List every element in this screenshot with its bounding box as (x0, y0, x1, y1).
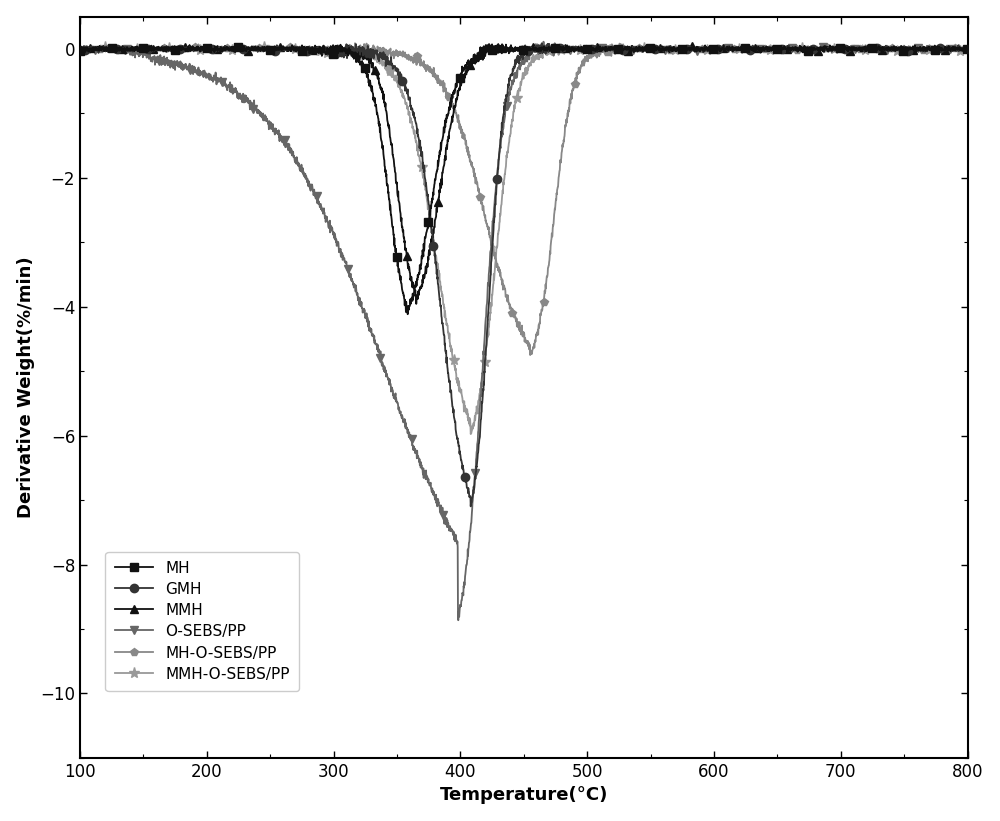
MH (402, 310, 414, 319)
O-SEBS/PP (453, 612, 465, 621)
MMH-O-SEBS/PP (228, 46, 240, 56)
MH (74, 46, 86, 56)
O-SEBS/PP (228, 86, 240, 96)
MH (962, 44, 974, 54)
MMH (74, 43, 86, 53)
O-SEBS/PP (538, 37, 550, 47)
GMH (962, 45, 974, 55)
MMH-O-SEBS/PP (175, 44, 187, 54)
MH-O-SEBS/PP (849, 44, 861, 54)
GMH (228, 44, 240, 54)
GMH (945, 42, 957, 52)
MMH-O-SEBS/PP (945, 46, 957, 56)
MMH-O-SEBS/PP (465, 429, 477, 439)
GMH (175, 42, 187, 52)
MH-O-SEBS/PP (175, 43, 187, 53)
GMH (74, 44, 86, 53)
MMH (849, 43, 861, 53)
MH-O-SEBS/PP (74, 43, 86, 53)
MMH (228, 43, 240, 53)
MMH (453, 84, 465, 94)
MMH (415, 283, 427, 293)
MH (228, 44, 240, 53)
MH (945, 45, 957, 55)
Legend: MH, GMH, MMH, O-SEBS/PP, MH-O-SEBS/PP, MMH-O-SEBS/PP: MH, GMH, MMH, O-SEBS/PP, MH-O-SEBS/PP, M… (105, 552, 299, 691)
O-SEBS/PP (945, 45, 957, 55)
O-SEBS/PP (175, 64, 187, 74)
MMH-O-SEBS/PP (849, 45, 861, 55)
Line: MH: MH (76, 40, 972, 319)
MMH-O-SEBS/PP (837, 40, 849, 50)
GMH (465, 502, 477, 511)
Line: O-SEBS/PP: O-SEBS/PP (76, 38, 972, 625)
MH-O-SEBS/PP (349, 39, 361, 48)
O-SEBS/PP (452, 615, 464, 625)
Line: MMH: MMH (76, 40, 972, 308)
MMH (175, 44, 187, 53)
MH (849, 45, 861, 55)
MH (415, 264, 427, 274)
O-SEBS/PP (962, 44, 974, 53)
MH (453, 73, 465, 83)
MMH-O-SEBS/PP (453, 384, 465, 394)
MH-O-SEBS/PP (524, 350, 536, 360)
Line: GMH: GMH (76, 39, 972, 511)
X-axis label: Temperature(°C): Temperature(°C) (440, 787, 608, 805)
MMH-O-SEBS/PP (74, 43, 86, 53)
GMH (849, 44, 861, 53)
O-SEBS/PP (414, 457, 426, 467)
O-SEBS/PP (849, 44, 861, 54)
MH (175, 45, 187, 55)
GMH (414, 146, 426, 156)
MH-O-SEBS/PP (945, 44, 957, 54)
MMH (410, 299, 422, 309)
MMH-O-SEBS/PP (962, 44, 974, 53)
MMH-O-SEBS/PP (414, 157, 426, 167)
Line: MMH-O-SEBS/PP: MMH-O-SEBS/PP (75, 39, 973, 439)
MMH (945, 46, 957, 56)
O-SEBS/PP (74, 45, 86, 55)
MMH (962, 43, 974, 53)
MMH (500, 39, 512, 49)
MH-O-SEBS/PP (415, 54, 427, 64)
Line: MH-O-SEBS/PP: MH-O-SEBS/PP (76, 39, 972, 360)
GMH (453, 441, 465, 451)
MH-O-SEBS/PP (453, 117, 465, 126)
MH-O-SEBS/PP (228, 45, 240, 55)
Y-axis label: Derivative Weight(%/min): Derivative Weight(%/min) (17, 256, 35, 518)
MH (492, 39, 504, 49)
MH-O-SEBS/PP (962, 44, 974, 54)
GMH (536, 39, 548, 48)
